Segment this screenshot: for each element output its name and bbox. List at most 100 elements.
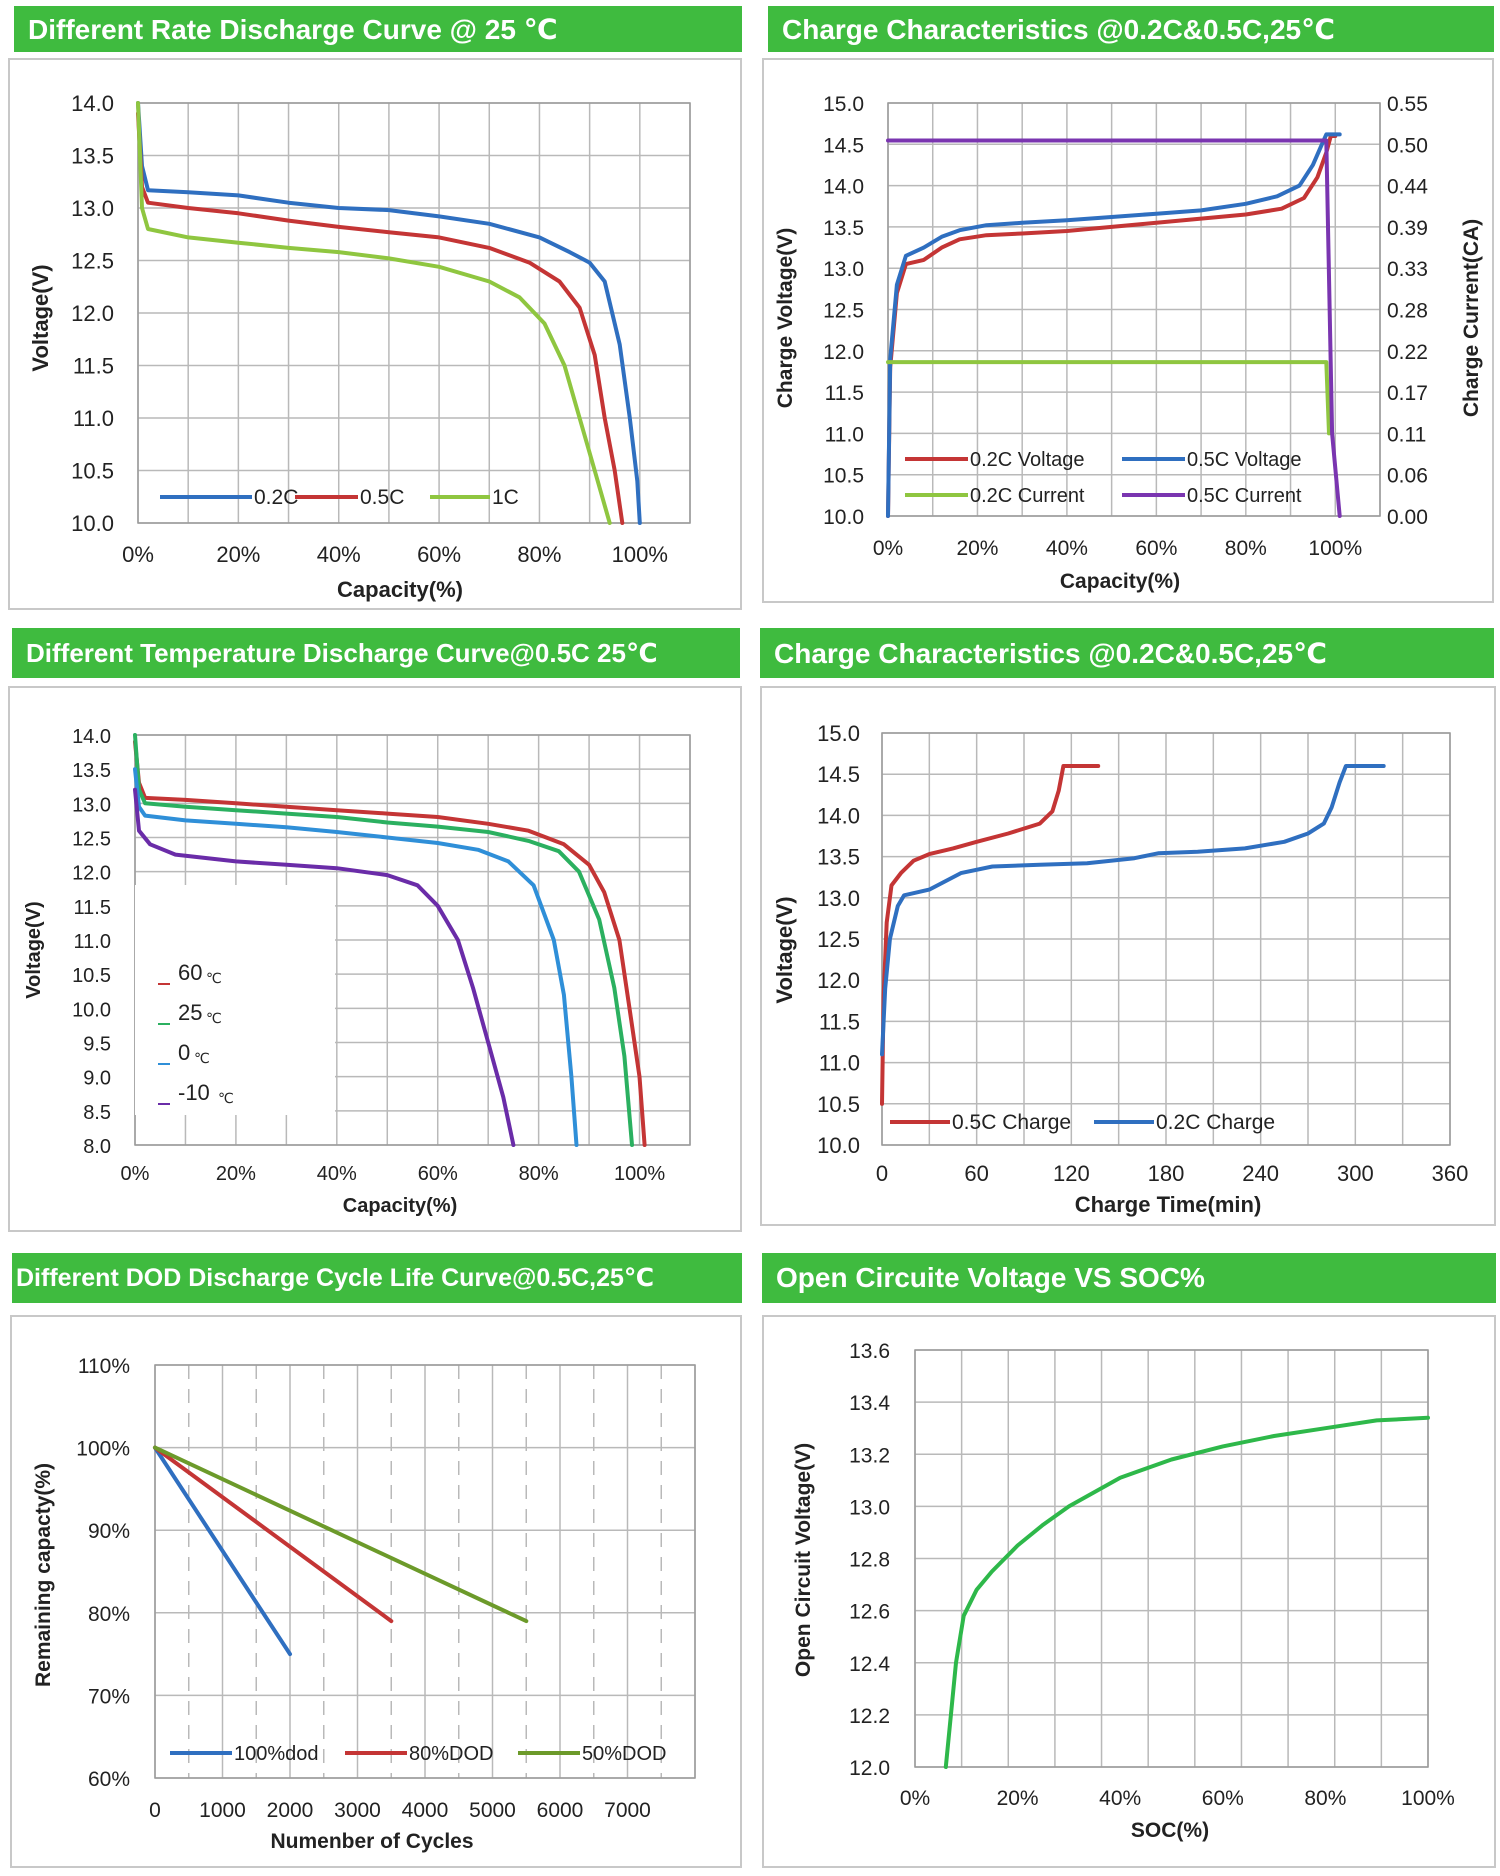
chart-title: Different Rate Discharge Curve @ 25 ℃ xyxy=(14,6,742,52)
y-tick-label: 12.6 xyxy=(849,1601,890,1624)
y-tick-label: 60% xyxy=(88,1768,130,1791)
x-axis-title: Capacity(%) xyxy=(1060,570,1180,593)
x-tick-label: 1000 xyxy=(199,1799,246,1822)
x-axis-title: Charge Time(min) xyxy=(1075,1192,1262,1217)
panel-dod-cycle-life: Different DOD Discharge Cycle Life Curve… xyxy=(0,1245,750,1876)
series-line-25 xyxy=(133,733,634,1147)
y-tick-label: 14.0 xyxy=(72,726,111,748)
y-tick-label: 8.0 xyxy=(83,1136,111,1158)
x-tick-label: 100% xyxy=(614,1163,665,1185)
x-tick-label: 60% xyxy=(417,542,461,567)
y-tick-label: 10.0 xyxy=(71,511,114,536)
y-tick-label: 15.0 xyxy=(817,721,860,746)
y-tick-label: 11.5 xyxy=(74,897,111,919)
x-tick-label: 0 xyxy=(149,1799,161,1822)
panel-charge-capacity: Charge Characteristics @0.2C&0.5C,25℃ 15… xyxy=(750,0,1500,615)
series-line-0-2c-current xyxy=(886,360,1331,436)
legend-label: 0.2C Voltage xyxy=(970,449,1085,471)
series-line-0-5c xyxy=(136,111,625,525)
plot-area xyxy=(887,102,1381,517)
y-tick-label: 80% xyxy=(88,1603,130,1626)
panel-rate-discharge: Different Rate Discharge Curve @ 25 ℃ 14… xyxy=(0,0,750,615)
legend-label: 0.5C Charge xyxy=(952,1111,1071,1134)
legend-unit: ℃ xyxy=(194,1050,210,1066)
y-right-tick-label: 0.17 xyxy=(1387,382,1428,405)
x-tick-label: 5000 xyxy=(469,1799,516,1822)
y-axis-title: Remaining capacty(%) xyxy=(32,1463,55,1687)
y-tick-label: 10.0 xyxy=(817,1133,860,1158)
charge-capacity-chart: 15.0 14.5 14.0 13.5 13.0 12.5 12.0 11.5 11.0 10.5… xyxy=(774,93,1483,593)
series-line-0 xyxy=(133,767,579,1147)
y-axis-title: Open Circuit Voltage(V) xyxy=(792,1443,815,1677)
y-tick-label: 12.0 xyxy=(823,341,864,364)
y-tick-label: 13.5 xyxy=(817,845,860,870)
x-tick-label: 80% xyxy=(1304,1787,1346,1810)
y-tick-label: 12.2 xyxy=(849,1705,890,1728)
y-tick-label: 15.0 xyxy=(823,93,864,116)
y-tick-label: 8.5 xyxy=(83,1102,111,1124)
x-tick-label: 100% xyxy=(612,542,668,567)
y-axis-title: Voltage(V) xyxy=(23,901,45,998)
y-tick-label: 12.8 xyxy=(849,1549,890,1572)
legend-label: 0.2C xyxy=(254,486,298,509)
x-axis-title: Capacity(%) xyxy=(337,577,463,602)
x-tick-label: 80% xyxy=(519,1163,559,1185)
x-tick-label: 7000 xyxy=(604,1799,651,1822)
x-tick-label: 6000 xyxy=(537,1799,584,1822)
y-tick-label: 12.5 xyxy=(71,249,114,274)
y-tick-label: 12.0 xyxy=(817,968,860,993)
legend-label: 1C xyxy=(492,486,519,509)
legend-label: 25 xyxy=(178,1000,202,1025)
y-right-tick-label: 0.39 xyxy=(1387,217,1428,240)
y-tick-label: 9.0 xyxy=(83,1068,111,1090)
y-tick-label: 10.5 xyxy=(71,459,114,484)
y-tick-label: 90% xyxy=(88,1520,130,1543)
y-tick-label: 12.5 xyxy=(823,300,864,323)
x-axis-title: Capacity(%) xyxy=(343,1195,457,1217)
x-tick-label: 60% xyxy=(1202,1787,1244,1810)
legend-label: 0.2C Charge xyxy=(1156,1111,1275,1134)
series-line-0-2c-charge xyxy=(880,764,1386,1057)
chart-frame xyxy=(762,58,1494,603)
x-tick-label: 300 xyxy=(1337,1161,1374,1186)
y-tick-label: 13.0 xyxy=(72,794,111,816)
y-tick-label: 14.0 xyxy=(71,91,114,116)
plot-area xyxy=(914,1349,1429,1768)
x-tick-label: 100% xyxy=(1308,537,1362,560)
y-tick-label: 10.0 xyxy=(72,999,111,1021)
x-tick-label: 20% xyxy=(997,1787,1039,1810)
temperature-discharge-chart: 14.0 13.5 13.0 12.5 12.0 11.5 11.0 10.5 10.0 9.5 9… xyxy=(23,726,691,1217)
y-tick-label: 12.5 xyxy=(72,829,111,851)
y-tick-label: 14.0 xyxy=(817,803,860,828)
x-tick-label: 80% xyxy=(517,542,561,567)
x-axis-title: SOC(%) xyxy=(1131,1819,1209,1842)
chart-frame xyxy=(10,1315,742,1868)
plot-area xyxy=(154,1364,696,1779)
legend-label: 100%dod xyxy=(234,1743,319,1765)
chart-title: Different DOD Discharge Cycle Life Curve… xyxy=(12,1253,742,1303)
chart-frame xyxy=(762,1315,1496,1868)
y-right-tick-label: 0.55 xyxy=(1387,93,1428,116)
y-tick-label: 9.5 xyxy=(83,1034,111,1056)
series-line-80-dod xyxy=(153,1445,394,1624)
series-line-0-5c-current xyxy=(886,138,1342,518)
charge-time-chart: 15.0 14.5 14.0 13.5 13.0 12.5 12.0 11.5 11.0 10.5… xyxy=(772,721,1468,1217)
y-tick-label: 11.5 xyxy=(73,354,114,379)
y-tick-label: 12.0 xyxy=(71,301,114,326)
chart-title: Open Circuite Voltage VS SOC% xyxy=(762,1253,1496,1303)
series-line-0-2c-voltage xyxy=(886,134,1338,518)
panel-ocv-soc: Open Circuite Voltage VS SOC% 13.6 13.4 13… xyxy=(750,1245,1500,1876)
y-tick-label: 12.4 xyxy=(849,1653,890,1676)
x-axis-title: Numenber of Cycles xyxy=(270,1830,473,1853)
x-tick-label: 60% xyxy=(418,1163,458,1185)
legend-unit: ℃ xyxy=(206,1010,222,1026)
y-right-tick-label: 0.50 xyxy=(1387,134,1428,157)
y-tick-label: 10.5 xyxy=(823,465,864,488)
series-line-50-dod xyxy=(153,1445,529,1624)
legend-label: 0 xyxy=(178,1040,190,1065)
chart-title: Charge Characteristics @0.2C&0.5C,25℃ xyxy=(768,6,1494,52)
x-tick-label: 40% xyxy=(1046,537,1088,560)
legend-label: -10 xyxy=(178,1080,210,1105)
y-tick-label: 13.6 xyxy=(849,1340,890,1363)
legend-box xyxy=(135,885,335,1115)
